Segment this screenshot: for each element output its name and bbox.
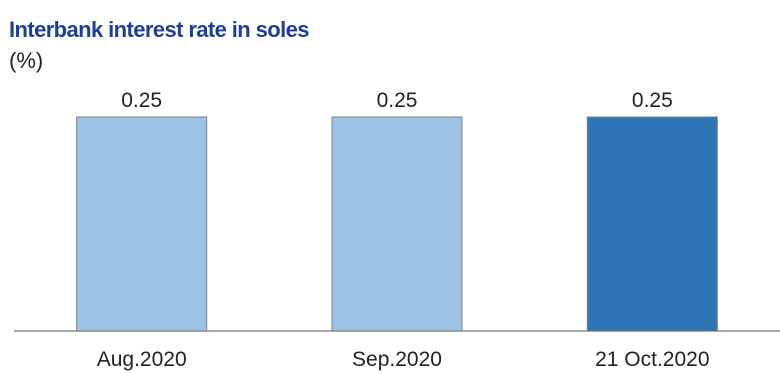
value-label-1: 0.25	[121, 89, 162, 112]
category-labels-group: Aug.2020 Sep.2020 21 Oct.2020	[97, 348, 710, 371]
chart-subtitle: (%)	[9, 48, 44, 73]
value-label-2: 0.25	[377, 89, 418, 112]
category-label-2: Sep.2020	[352, 348, 442, 371]
bar-2	[331, 116, 463, 332]
value-labels-group: 0.25 0.25 0.25	[121, 89, 673, 112]
category-label-1: Aug.2020	[97, 348, 187, 371]
bars-group	[76, 116, 718, 332]
value-label-3: 0.25	[632, 89, 673, 112]
bar-3	[586, 116, 718, 332]
chart-title: Interbank interest rate in soles	[9, 17, 310, 42]
bar-1	[76, 116, 208, 332]
category-label-3: 21 Oct.2020	[595, 348, 709, 371]
